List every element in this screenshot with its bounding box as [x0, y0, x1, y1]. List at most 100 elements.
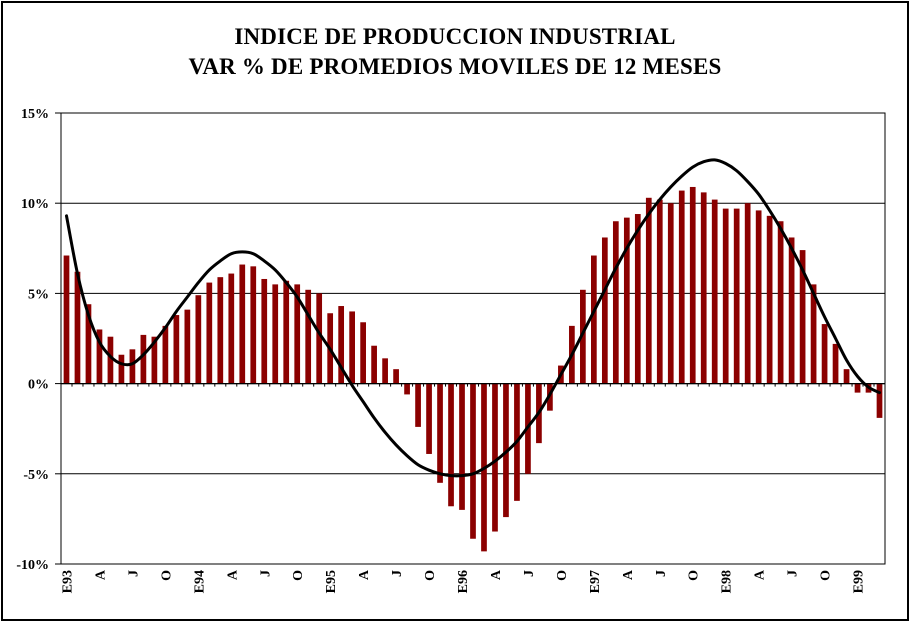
axes [55, 112, 886, 565]
bar [623, 217, 630, 384]
bars [63, 186, 883, 552]
x-tick-label: A [621, 569, 636, 580]
bar [711, 199, 718, 384]
bar [667, 203, 674, 384]
bar [832, 343, 839, 384]
bar [96, 329, 103, 384]
x-tick-label: A [489, 569, 504, 580]
bar [272, 284, 279, 384]
x-tick-label: E94 [192, 570, 207, 593]
bar [612, 221, 619, 384]
bar [283, 280, 290, 384]
bar [810, 284, 817, 384]
x-tick-label: O [423, 570, 438, 581]
trend-line-group [64, 158, 882, 478]
bar [360, 322, 366, 384]
bar [470, 383, 476, 539]
y-tick-label: 5% [28, 287, 49, 302]
plot-area-border [60, 112, 886, 565]
bar [404, 383, 410, 395]
x-tick-label: J [654, 570, 669, 577]
bar [492, 383, 498, 532]
bar [689, 186, 696, 384]
bar [129, 349, 136, 384]
bar [843, 369, 850, 384]
bar [415, 383, 421, 427]
bar [755, 210, 762, 384]
bar [140, 334, 147, 384]
bar [173, 315, 180, 384]
bar [733, 208, 740, 384]
bar [107, 336, 114, 384]
x-tick-label: E93 [60, 570, 75, 593]
x-tick-label: J [258, 570, 273, 577]
bar [744, 203, 751, 384]
x-tick-label: J [390, 570, 405, 577]
x-tick-label: A [357, 569, 372, 580]
bar [678, 190, 685, 384]
x-tick-label: A [753, 569, 768, 580]
bar [437, 383, 443, 483]
bar [294, 284, 301, 384]
bar [722, 208, 729, 384]
bar [382, 358, 388, 384]
bar [393, 369, 399, 384]
bar [151, 336, 158, 384]
y-tick-label: -10% [16, 558, 49, 573]
bar [74, 271, 81, 384]
bar [217, 277, 224, 384]
x-tick-label: A [225, 569, 240, 580]
x-tick-label: E97 [588, 570, 603, 593]
bar [854, 383, 861, 393]
bar [580, 289, 586, 384]
bar [777, 221, 784, 384]
bar [228, 273, 235, 384]
x-tick-label: O [291, 570, 306, 581]
x-tick-label: E99 [852, 570, 867, 593]
bar [426, 383, 432, 454]
bar [63, 255, 70, 384]
x-tick-label: E98 [720, 570, 735, 593]
y-tick-labels: 15% 10% 5% 0% -5% -10% [16, 107, 49, 573]
bar [338, 306, 345, 384]
x-tick-label: O [159, 570, 174, 581]
bar [656, 199, 663, 384]
x-tick-label: A [93, 569, 108, 580]
x-tick-label: O [687, 570, 702, 581]
bar [634, 214, 641, 384]
x-tick-labels: E93 A J O E94 A J O E95 A J O E96 A J O E97 A J O E98 A J O E99 [60, 569, 866, 593]
bar [371, 345, 377, 384]
bar [766, 215, 773, 384]
bar [645, 197, 652, 384]
y-tick-label: -5% [23, 468, 49, 483]
bar [788, 237, 795, 384]
bar [591, 255, 597, 384]
x-tick-label: E95 [324, 570, 339, 593]
bar [448, 383, 454, 507]
chart-title-line2: VAR % DE PROMEDIOS MOVILES DE 12 MESES [188, 54, 722, 79]
x-tick-label: O [555, 570, 570, 581]
x-tick-label: E96 [456, 570, 471, 593]
bar [316, 293, 323, 384]
y-tick-label: 15% [21, 107, 49, 122]
bar [821, 324, 828, 384]
x-tick-label: O [819, 570, 834, 581]
y-tick-label: 10% [21, 197, 49, 212]
x-tick-label: J [126, 570, 141, 577]
bar [239, 264, 246, 384]
bar [799, 250, 806, 384]
bar [459, 383, 465, 510]
bar [206, 282, 213, 384]
bar [305, 289, 312, 384]
x-tick-label: J [522, 570, 537, 577]
bar [601, 237, 608, 384]
bar [162, 325, 169, 384]
bar [195, 295, 202, 384]
bar [700, 192, 707, 384]
bar [118, 354, 125, 384]
chart-title-line1: INDICE DE PRODUCCION INDUSTRIAL [234, 24, 676, 49]
bar [85, 304, 92, 384]
x-tick-label: J [786, 570, 801, 577]
bar [250, 266, 257, 384]
